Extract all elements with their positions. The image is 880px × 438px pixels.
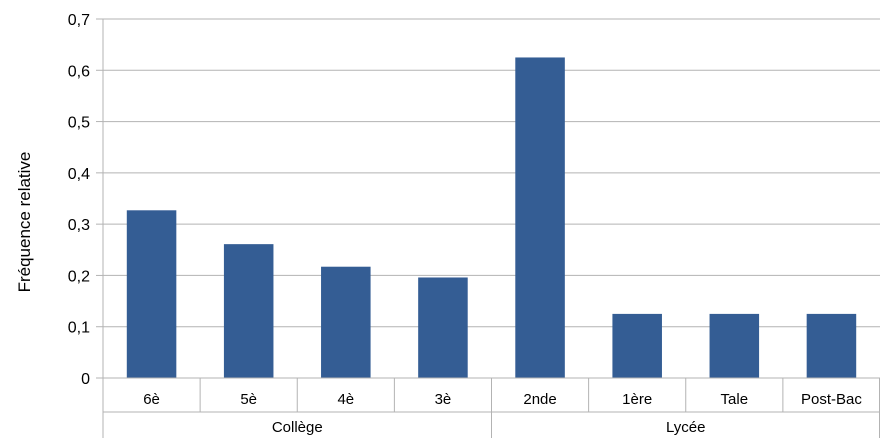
x-group-label: Collège: [272, 419, 323, 436]
x-tick-labels: 6è 5è 4è 3è 2nde 1ère Tale Post-Bac Collège Lycée: [143, 391, 862, 436]
x-tick-label: Post-Bac: [801, 391, 862, 408]
bar-6è: [126, 210, 177, 378]
x-tick-label: 2nde: [523, 391, 556, 408]
x-tick-label: 6è: [143, 391, 160, 408]
gridlines: [96, 18, 880, 379]
bar-Post-Bac: [806, 313, 857, 378]
bar-5è: [223, 244, 274, 378]
axes: [102, 19, 880, 438]
y-tick-labels: 0 0,1 0,2 0,3 0,4 0,5 0,6 0,7: [68, 12, 90, 388]
y-tick-label: 0,2: [68, 268, 90, 285]
x-tick-label: Tale: [721, 391, 749, 408]
bars: [126, 57, 857, 378]
bar-3è: [418, 277, 468, 378]
y-tick-label: 0: [81, 371, 90, 388]
bar-2nde: [515, 57, 565, 378]
x-tick-label: 4è: [337, 391, 354, 408]
y-tick-label: 0,5: [68, 115, 90, 132]
x-tick-label: 3è: [435, 391, 452, 408]
bar-Tale: [709, 313, 760, 378]
y-tick-label: 0,3: [68, 217, 90, 234]
y-tick-label: 0,1: [68, 320, 90, 337]
y-tick-label: 0,7: [68, 12, 90, 29]
x-tick-label: 5è: [240, 391, 257, 408]
bar-1ère: [612, 313, 662, 378]
bar-4è: [321, 266, 371, 378]
y-axis-label: Fréquence relative: [15, 152, 34, 293]
x-tick-label: 1ère: [622, 391, 652, 408]
x-group-label: Lycée: [666, 419, 705, 436]
y-tick-label: 0,4: [68, 166, 90, 183]
y-tick-label: 0,6: [68, 63, 90, 80]
